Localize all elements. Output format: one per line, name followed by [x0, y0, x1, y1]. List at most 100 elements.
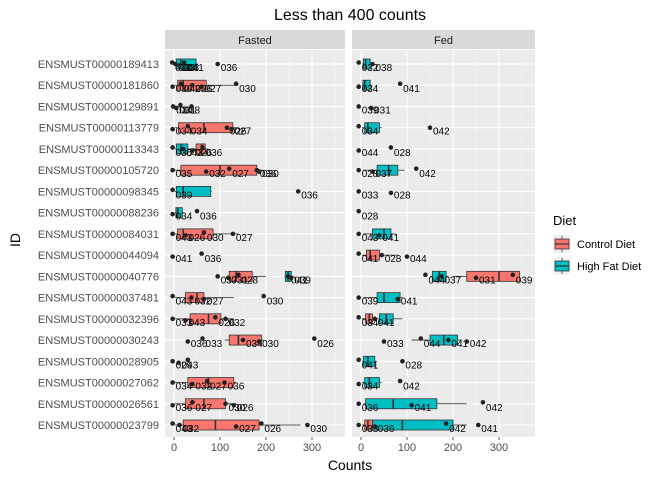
point-label: 030	[310, 424, 327, 435]
y-tick-label: ENSMUST00000032396	[38, 314, 159, 326]
point-label: 034	[362, 127, 379, 138]
point-label: 042	[419, 169, 436, 180]
point-label: 038	[376, 63, 393, 74]
facet-strip-label: Fed	[434, 35, 453, 47]
facet-strip-label: Fasted	[238, 35, 272, 47]
point-label: 033	[206, 339, 223, 350]
data-point	[231, 402, 237, 408]
data-point	[213, 315, 218, 320]
data-point	[170, 402, 175, 408]
point-label: 030	[229, 403, 246, 414]
point-label: 026	[264, 424, 281, 435]
point-label: 041	[176, 254, 193, 265]
data-point	[170, 126, 175, 132]
y-tick-label: ENSMUST00000129891	[38, 101, 159, 113]
data-point	[170, 84, 175, 90]
data-point	[379, 252, 385, 258]
point-label: 039	[176, 190, 193, 201]
data-point	[256, 169, 262, 174]
point-label: 033	[178, 63, 195, 74]
point-label: 043	[183, 63, 200, 74]
point-label: 039	[294, 275, 311, 286]
point-label: 032	[194, 297, 211, 308]
data-point	[259, 421, 264, 426]
facet-strip	[352, 30, 535, 49]
point-label: 034	[362, 318, 379, 329]
point-label: 034	[362, 382, 379, 393]
x-tick-label: 300	[490, 442, 508, 454]
y-tick-label: ENSMUST00000027062	[38, 378, 159, 390]
data-point	[177, 422, 182, 428]
data-point	[261, 293, 267, 299]
point-label: 032	[195, 382, 212, 393]
point-label: 036	[260, 169, 277, 180]
point-label: 028	[241, 275, 258, 286]
data-point	[289, 275, 294, 281]
data-point	[409, 402, 414, 408]
data-point	[174, 105, 179, 111]
point-label: 026	[317, 339, 334, 350]
box-iqr	[362, 58, 371, 70]
data-point	[170, 211, 175, 217]
point-label: 036	[301, 190, 318, 201]
y-tick-label: ENSMUST00000189413	[38, 59, 159, 71]
point-label: 039	[362, 105, 379, 116]
data-point	[397, 378, 403, 384]
data-point	[480, 399, 486, 405]
box-iqr	[366, 249, 380, 261]
x-tick-label: 200	[257, 442, 275, 454]
data-point	[418, 336, 424, 341]
data-point	[223, 316, 228, 322]
data-point	[233, 81, 239, 87]
point-label: 026	[195, 84, 212, 95]
data-point	[180, 146, 186, 152]
box-iqr	[372, 228, 392, 240]
point-label: 035	[176, 148, 193, 159]
point-label: 036	[206, 148, 223, 159]
point-label: 033	[362, 424, 379, 435]
box-high-fat-diet	[361, 79, 373, 91]
data-point	[473, 275, 479, 281]
data-point	[170, 145, 175, 150]
point-label: 041	[378, 318, 395, 329]
point-label: 028	[385, 254, 402, 265]
data-point	[189, 104, 194, 109]
y-tick-label: ENSMUST00000037481	[38, 293, 159, 305]
data-point	[190, 148, 195, 153]
x-tick-label: 100	[398, 442, 416, 454]
box-iqr	[466, 270, 521, 282]
box-iqr	[364, 377, 380, 388]
data-point	[397, 81, 403, 87]
data-point	[368, 105, 374, 111]
point-label: 030	[262, 339, 279, 350]
point-label: 043	[176, 233, 193, 244]
point-label: 042	[403, 382, 420, 393]
data-point	[183, 233, 188, 238]
data-point	[356, 104, 362, 109]
point-label: 044	[362, 148, 379, 159]
point-label: 027	[236, 233, 253, 244]
data-point	[170, 293, 175, 299]
box-high-fat-diet	[411, 334, 463, 346]
box-iqr	[195, 143, 206, 155]
data-point	[356, 167, 362, 173]
data-point	[176, 360, 181, 366]
point-label: 033	[176, 318, 193, 329]
point-label: 027	[210, 382, 227, 393]
box-iqr	[182, 419, 260, 431]
data-point	[464, 339, 470, 344]
point-label: 034	[191, 127, 208, 138]
point-label: 034	[176, 212, 193, 223]
data-point	[395, 296, 401, 302]
box-control-diet	[224, 334, 264, 346]
point-label: 042	[470, 339, 487, 350]
box-iqr	[175, 186, 212, 197]
data-point	[423, 272, 428, 278]
data-point	[181, 60, 187, 65]
point-label: 031	[179, 105, 196, 116]
data-point	[170, 358, 175, 364]
y-tick-label: ENSMUST00000044094	[38, 250, 159, 262]
legend-label: Control Diet	[577, 239, 635, 251]
